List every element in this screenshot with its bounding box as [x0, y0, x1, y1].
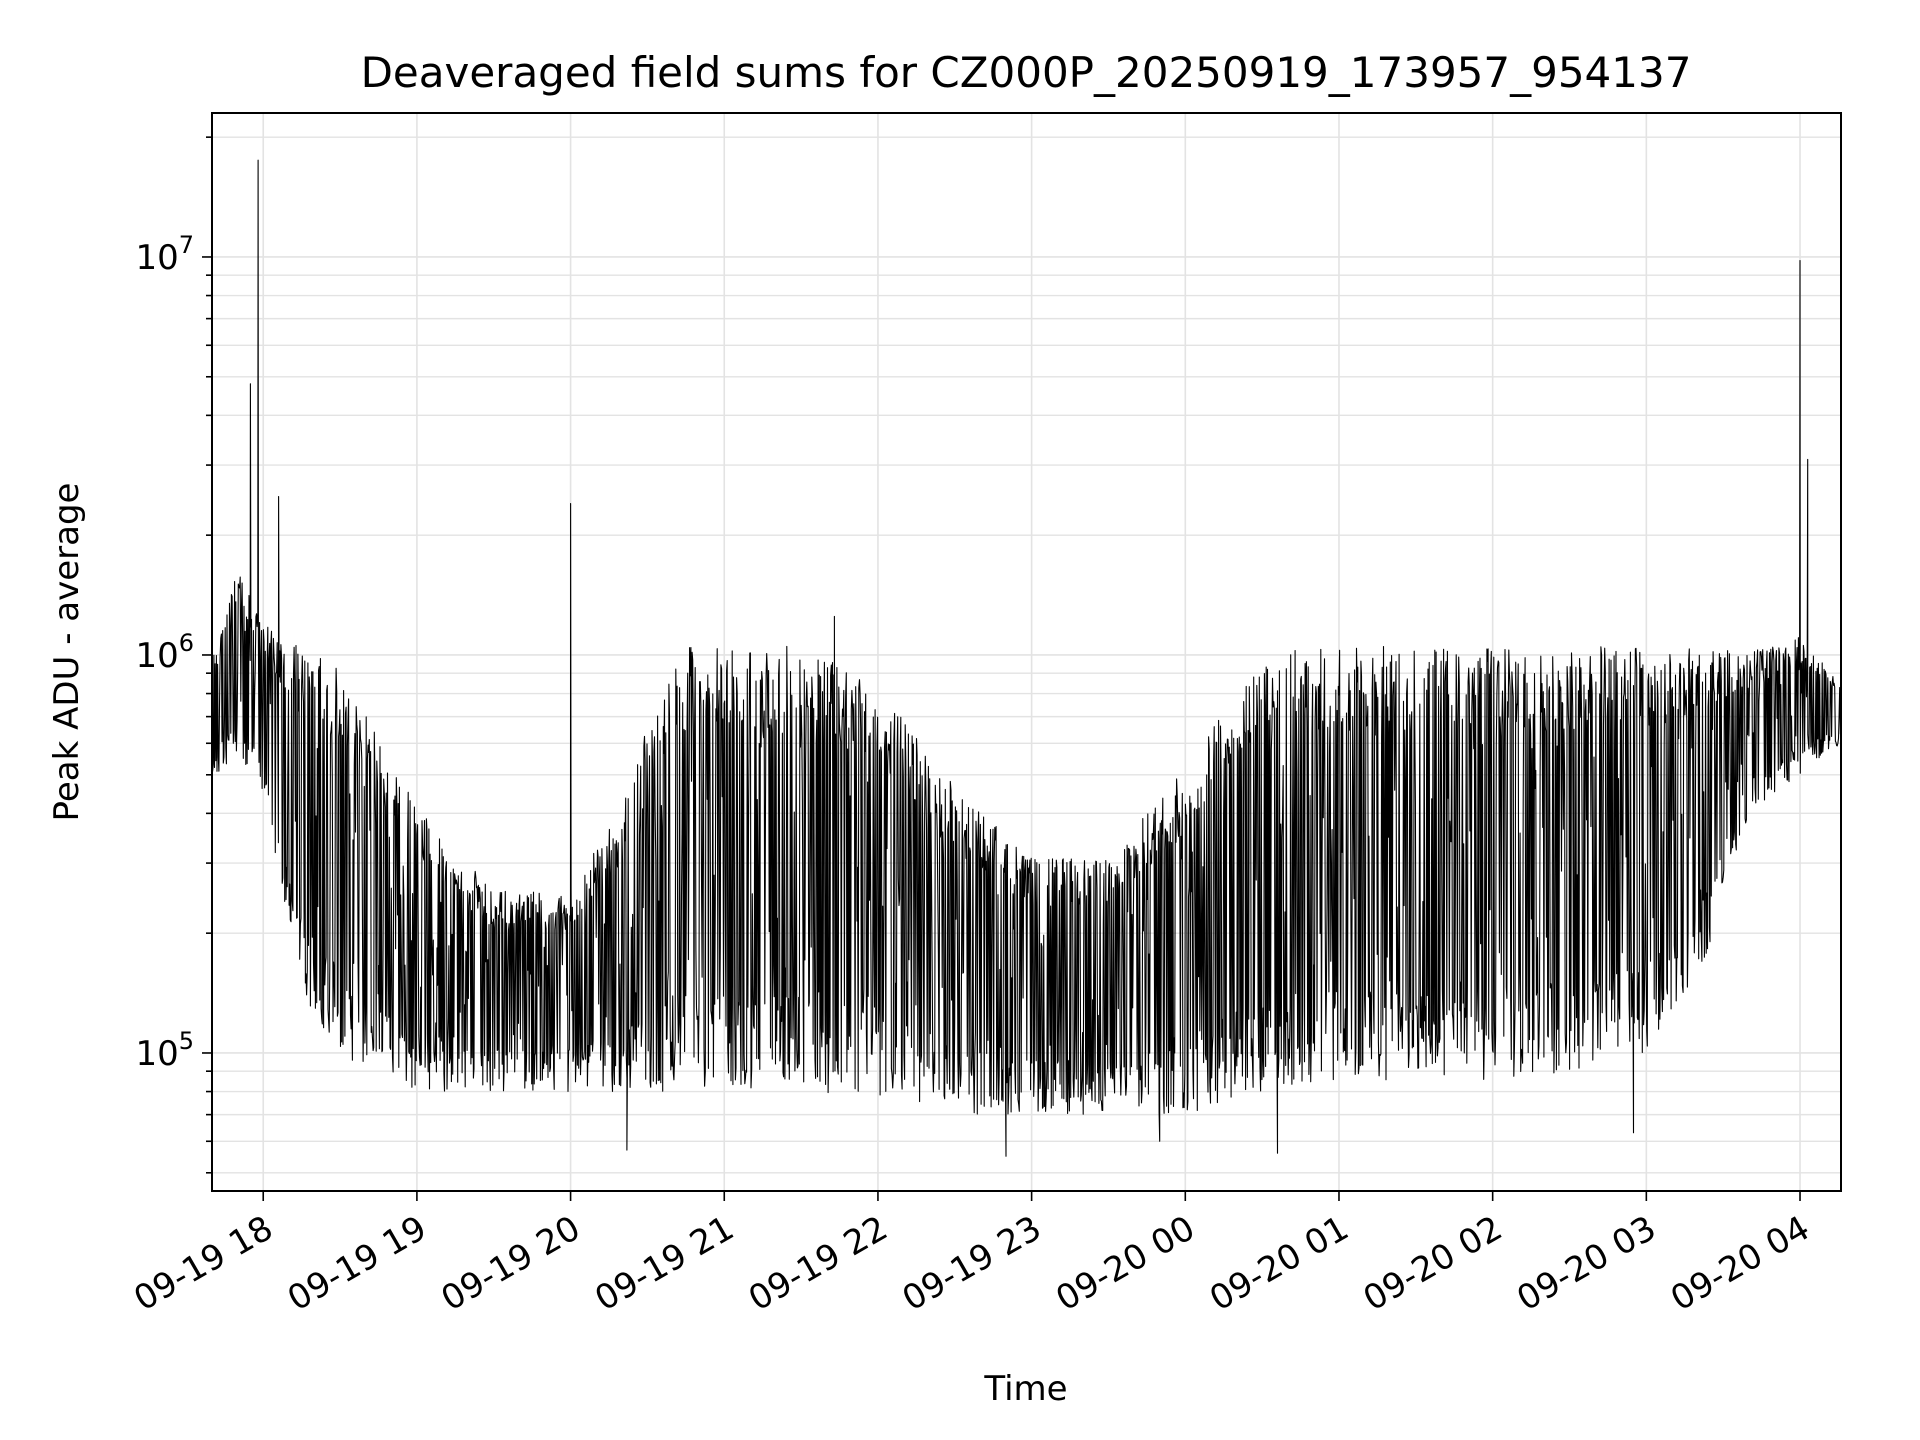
y-tick-label: 105 [135, 1027, 194, 1074]
x-tick-label: 09-19 21 [588, 1208, 740, 1319]
x-tick-label: 09-20 01 [1203, 1208, 1355, 1319]
x-axis: 09-19 18 09-19 19 09-19 20 09-19 21 09-19 22… [127, 1191, 1817, 1319]
x-tick-label: 09-20 02 [1357, 1208, 1509, 1319]
grid [212, 113, 1841, 1191]
chart-title: Deaveraged field sums for CZ000P_2025091… [361, 48, 1692, 97]
y-tick-label-base: 10 [135, 238, 178, 278]
series-line [211, 159, 1842, 1157]
y-tick-label: 107 [135, 231, 194, 278]
x-tick-label: 09-19 23 [896, 1208, 1048, 1319]
y-tick-label-exponent: 5 [179, 1027, 194, 1055]
x-axis-label: Time [983, 1369, 1067, 1409]
x-tick-label: 09-19 19 [281, 1208, 433, 1319]
x-tick-label: 09-20 03 [1510, 1208, 1662, 1319]
plot-area-frame [211, 112, 1842, 1192]
y-tick-label-exponent: 6 [179, 629, 194, 657]
x-tick-label: 09-20 04 [1664, 1208, 1816, 1319]
y-tick-label-exponent: 7 [179, 231, 194, 259]
y-axis-label: Peak ADU - average [47, 483, 87, 822]
series-layer [211, 159, 1842, 1157]
x-tick-label: 09-19 22 [742, 1208, 894, 1319]
y-tick-label-base: 10 [135, 636, 178, 676]
x-tick-label: 09-20 00 [1049, 1208, 1201, 1319]
x-tick-label: 09-19 20 [435, 1208, 587, 1319]
y-tick-label-base: 10 [135, 1034, 178, 1074]
y-tick-label: 106 [135, 629, 194, 676]
x-tick-label: 09-19 18 [127, 1208, 279, 1319]
